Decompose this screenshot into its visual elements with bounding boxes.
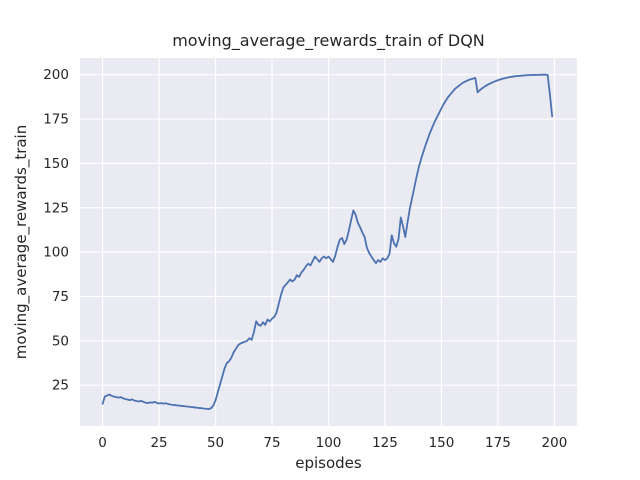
x-tick-labels: 0 25 50 75 100 125 150 175 200 xyxy=(98,435,567,451)
y-tick-label: 100 xyxy=(43,245,69,261)
x-tick-label: 25 xyxy=(150,435,167,451)
chart-title: moving_average_rewards_train of DQN xyxy=(172,31,485,51)
x-tick-label: 100 xyxy=(316,435,342,451)
x-tick-label: 175 xyxy=(485,435,511,451)
y-axis-label: moving_average_rewards_train xyxy=(12,125,31,359)
x-tick-label: 150 xyxy=(429,435,455,451)
y-tick-labels: 25 50 75 100 125 150 175 200 xyxy=(43,67,69,394)
y-tick-label: 175 xyxy=(43,112,69,128)
y-tick-label: 200 xyxy=(43,67,69,83)
y-tick-label: 125 xyxy=(43,200,69,216)
x-tick-label: 50 xyxy=(207,435,224,451)
x-tick-label: 75 xyxy=(263,435,280,451)
x-axis-label: episodes xyxy=(295,454,362,472)
line-series xyxy=(101,73,554,411)
y-tick-label: 50 xyxy=(52,333,69,349)
x-tick-label: 125 xyxy=(372,435,398,451)
y-tick-label: 150 xyxy=(43,156,69,172)
gridlines xyxy=(80,58,577,426)
y-tick-label: 75 xyxy=(52,289,69,305)
y-tick-label: 25 xyxy=(52,378,69,394)
x-tick-label: 200 xyxy=(542,435,568,451)
x-tick-label: 0 xyxy=(98,435,107,451)
